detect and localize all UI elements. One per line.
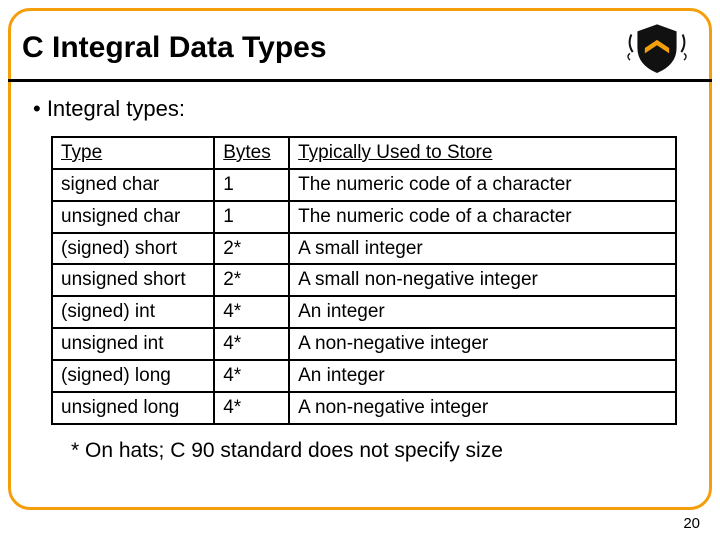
crest-svg	[628, 25, 686, 72]
cell-desc: The numeric code of a character	[289, 169, 676, 201]
cell-bytes: 4*	[214, 296, 289, 328]
crest-icon	[622, 21, 692, 75]
slide-title: C Integral Data Types	[22, 31, 327, 65]
cell-bytes: 1	[214, 201, 289, 233]
cell-desc: The numeric code of a character	[289, 201, 676, 233]
table-header-row: Type Bytes Typically Used to Store	[52, 137, 676, 169]
cell-type: (signed) int	[52, 296, 214, 328]
cell-desc: A non-negative integer	[289, 392, 676, 424]
slide-header: C Integral Data Types	[8, 11, 712, 82]
cell-bytes: 4*	[214, 328, 289, 360]
table-row: unsigned int 4* A non-negative integer	[52, 328, 676, 360]
footnote: * On hats; C 90 standard does not specif…	[33, 425, 687, 463]
cell-bytes: 4*	[214, 392, 289, 424]
col-header-bytes: Bytes	[214, 137, 289, 169]
table-row: unsigned long 4* A non-negative integer	[52, 392, 676, 424]
cell-bytes: 2*	[214, 264, 289, 296]
table-row: unsigned char 1 The numeric code of a ch…	[52, 201, 676, 233]
cell-type: unsigned long	[52, 392, 214, 424]
cell-type: unsigned short	[52, 264, 214, 296]
types-table-wrap: Type Bytes Typically Used to Store signe…	[33, 136, 687, 425]
slide-frame: C Integral Data Types • Integral types:	[8, 8, 712, 510]
cell-type: (signed) short	[52, 233, 214, 265]
col-header-desc: Typically Used to Store	[289, 137, 676, 169]
cell-bytes: 4*	[214, 360, 289, 392]
cell-type: signed char	[52, 169, 214, 201]
cell-type: unsigned int	[52, 328, 214, 360]
cell-desc: A small integer	[289, 233, 676, 265]
bullet-integral-types: • Integral types:	[33, 96, 687, 122]
cell-desc: An integer	[289, 296, 676, 328]
types-table: Type Bytes Typically Used to Store signe…	[51, 136, 677, 425]
cell-desc: An integer	[289, 360, 676, 392]
table-row: (signed) short 2* A small integer	[52, 233, 676, 265]
cell-desc: A non-negative integer	[289, 328, 676, 360]
cell-type: (signed) long	[52, 360, 214, 392]
cell-desc: A small non-negative integer	[289, 264, 676, 296]
table-row: unsigned short 2* A small non-negative i…	[52, 264, 676, 296]
col-header-type: Type	[52, 137, 214, 169]
cell-bytes: 1	[214, 169, 289, 201]
table-row: signed char 1 The numeric code of a char…	[52, 169, 676, 201]
table-row: (signed) int 4* An integer	[52, 296, 676, 328]
table-row: (signed) long 4* An integer	[52, 360, 676, 392]
slide-content: • Integral types: Type Bytes Typically U…	[11, 82, 709, 463]
page-number: 20	[683, 515, 700, 532]
cell-bytes: 2*	[214, 233, 289, 265]
cell-type: unsigned char	[52, 201, 214, 233]
